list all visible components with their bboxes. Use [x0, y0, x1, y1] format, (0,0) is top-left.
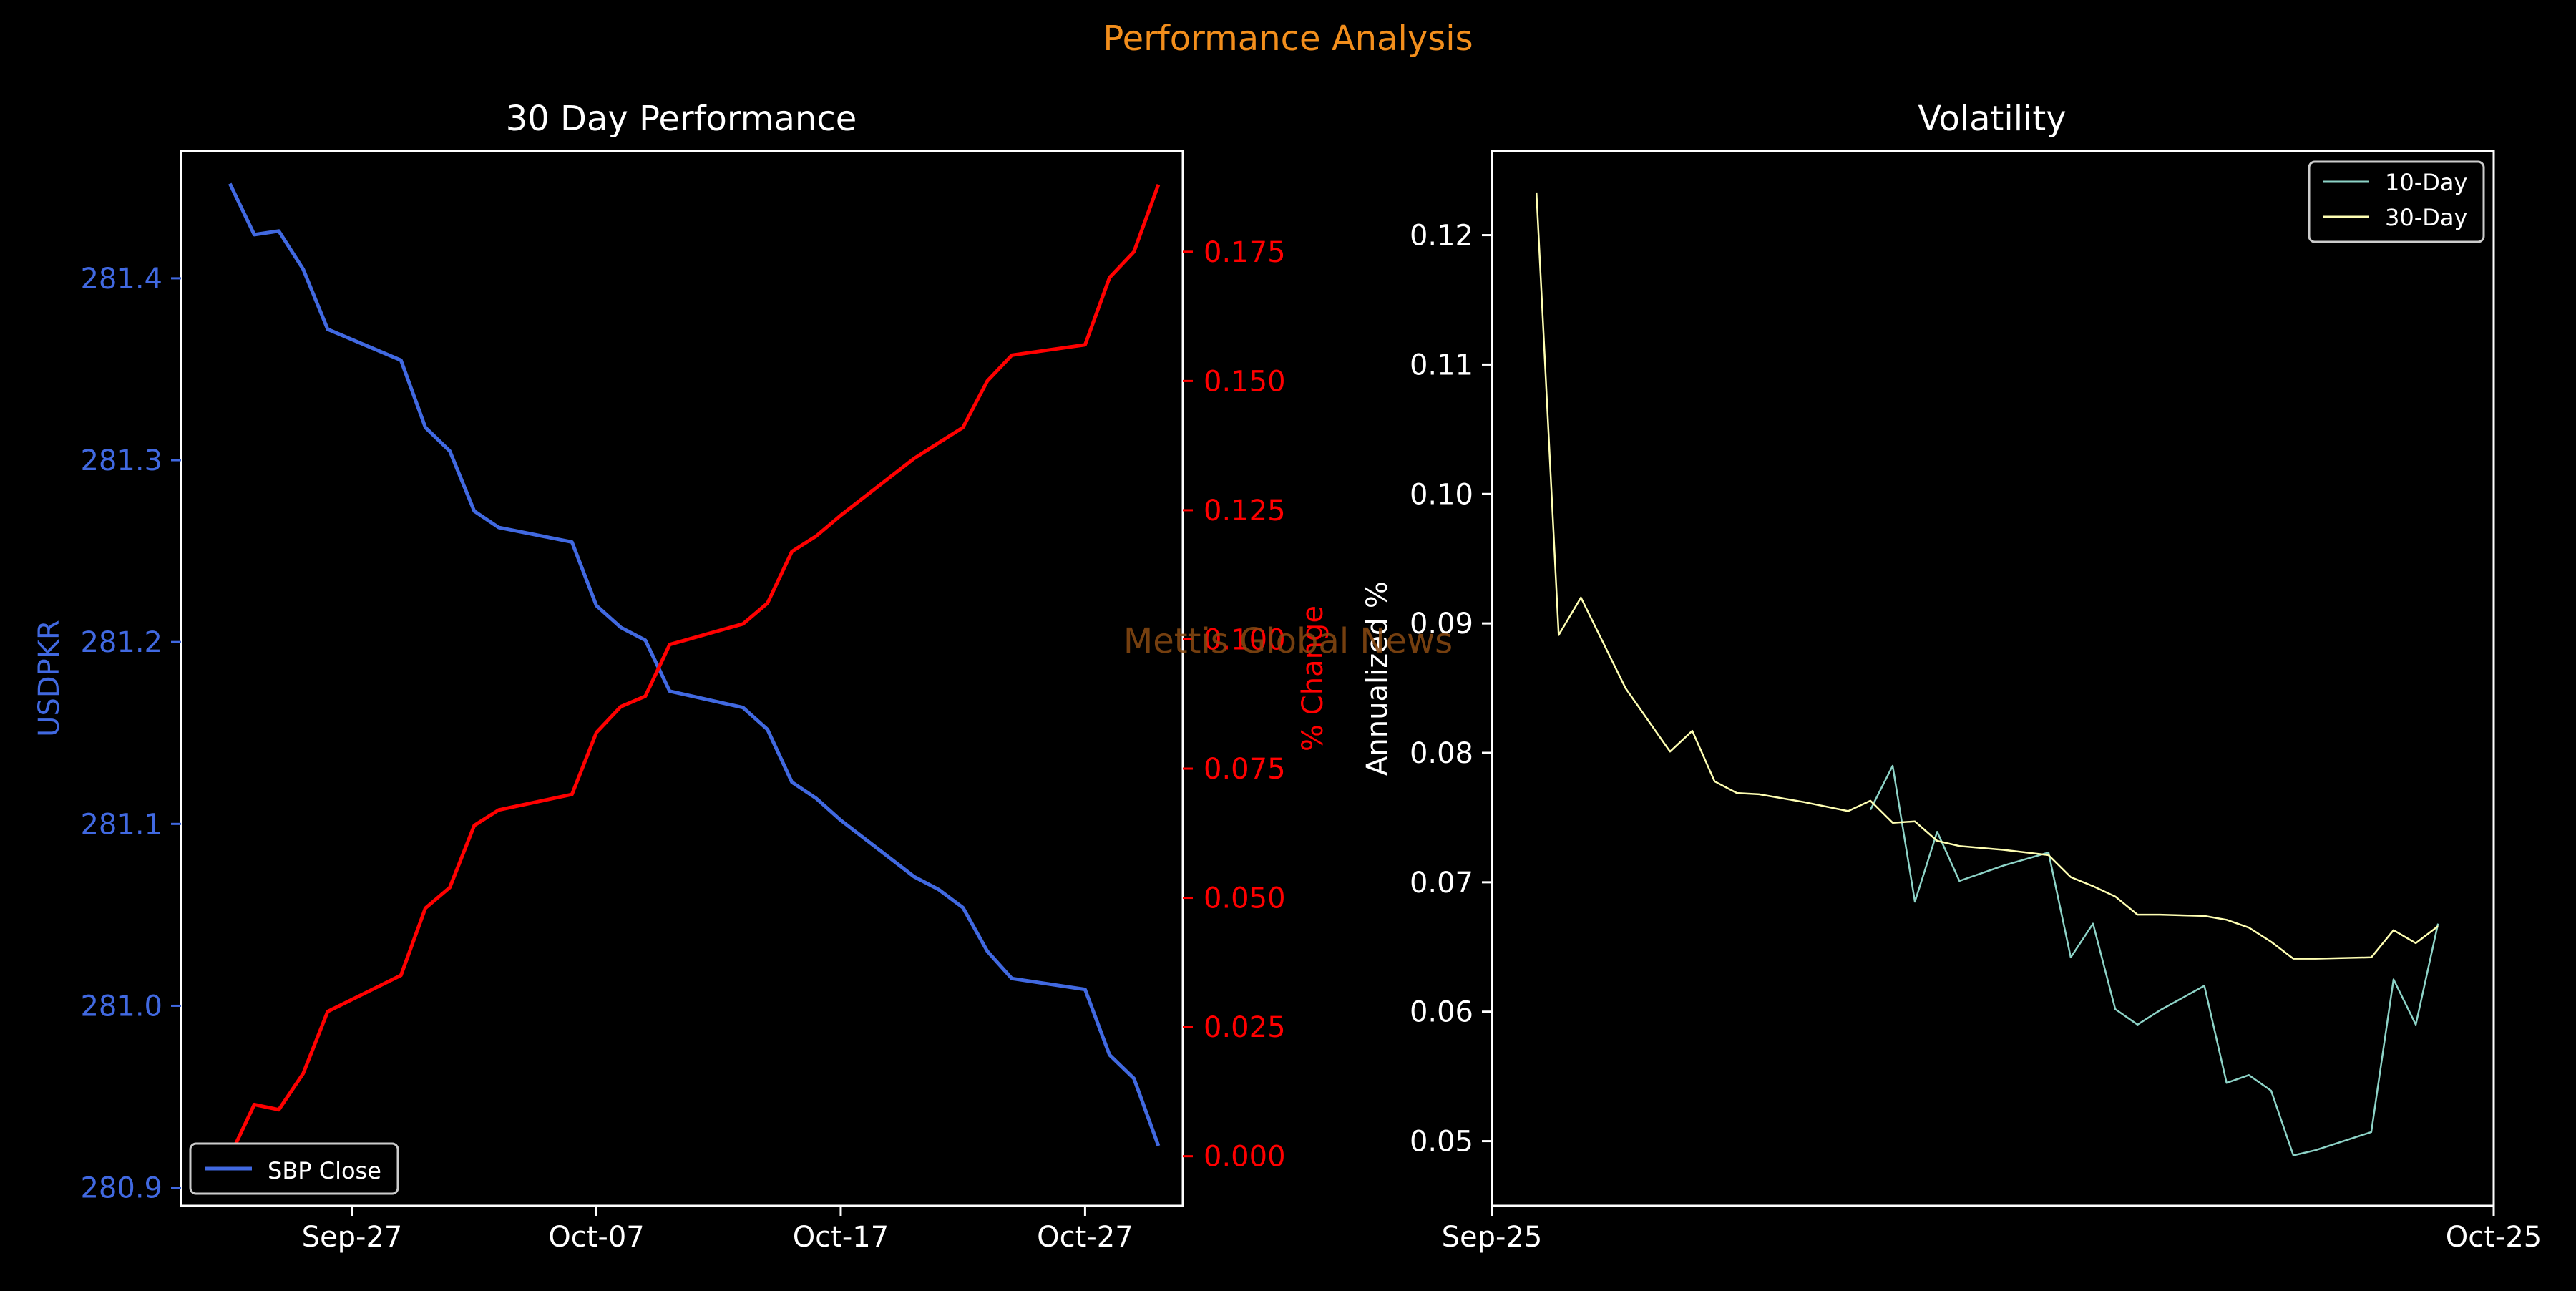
- performance-y2tick-label: 0.125: [1204, 495, 1286, 527]
- performance-y2tick-label: 0.075: [1204, 753, 1286, 786]
- volatility-panel: Volatility Sep-25 Oct-25 0.05 0.06 0.07 0.08 0…: [1361, 99, 2542, 1254]
- figure-suptitle: Performance Analysis: [1103, 19, 1473, 59]
- performance-ytick-label: 281.4: [80, 263, 162, 296]
- performance-legend-box: [189, 1142, 399, 1195]
- performance-xtick-label: Sep-27: [302, 1221, 403, 1254]
- volatility-ytick-label: 0.10: [1410, 478, 1473, 511]
- volatility-ytick-label: 0.06: [1410, 996, 1473, 1029]
- performance-ytick-label: 281.1: [80, 808, 162, 841]
- volatility-ytick-label: 0.05: [1410, 1126, 1473, 1159]
- performance-y2tick-label: 0.050: [1204, 882, 1286, 915]
- vol-10-day-line: [1869, 764, 2439, 1156]
- performance-plot-frame: [180, 150, 1184, 1207]
- volatility-legend: 10-Day 30-Day: [2308, 160, 2485, 243]
- performance-legend: SBP Close: [189, 1142, 399, 1195]
- performance-ytick-label: 281.3: [80, 444, 162, 477]
- performance-xtick-label: Oct-17: [793, 1221, 889, 1254]
- watermark-text: Mettis Global News: [1123, 621, 1453, 661]
- volatility-ytick-label: 0.12: [1410, 220, 1473, 253]
- volatility-title: Volatility: [1918, 99, 2066, 139]
- performance-title: 30 Day Performance: [506, 99, 857, 139]
- legend-label-30-day: 30-Day: [2385, 204, 2467, 231]
- performance-ytick-label: 281.0: [80, 990, 162, 1023]
- volatility-ytick-label: 0.08: [1410, 737, 1473, 770]
- performance-y2tick-label: 0.000: [1204, 1141, 1286, 1174]
- performance-y2tick-label: 0.175: [1204, 236, 1286, 269]
- performance-panel: 30 Day Performance Sep-27 Oct-07 Oct-17 Oct…: [33, 99, 1330, 1254]
- volatility-ytick-label: 0.11: [1410, 349, 1473, 381]
- performance-y2tick-label: 0.100: [1204, 623, 1286, 656]
- performance-y2label: % Change: [1297, 605, 1330, 751]
- performance-ylabel: USDPKR: [33, 620, 66, 737]
- performance-xtick-label: Oct-07: [548, 1221, 645, 1254]
- performance-xtick-label: Oct-27: [1037, 1221, 1133, 1254]
- sbp-close-line: [228, 182, 1161, 1146]
- vol-30-day-line: [1535, 192, 2439, 960]
- volatility-plot-frame: [1491, 150, 2495, 1207]
- performance-ytick-label: 280.9: [80, 1172, 162, 1205]
- volatility-xtick-label: Sep-25: [1442, 1221, 1543, 1254]
- volatility-ylabel: Annualized %: [1361, 581, 1394, 776]
- performance-ytick-label: 281.2: [80, 626, 162, 659]
- volatility-xtick-label: Oct-25: [2446, 1221, 2542, 1254]
- volatility-ytick-label: 0.07: [1410, 867, 1473, 900]
- performance-y2tick-label: 0.025: [1204, 1011, 1286, 1044]
- legend-label-10-day: 10-Day: [2385, 169, 2467, 196]
- pct-change-line: [228, 184, 1161, 1157]
- legend-label-sbp-close: SBP Close: [268, 1157, 381, 1184]
- volatility-ytick-label: 0.09: [1410, 608, 1473, 640]
- performance-y2tick-label: 0.150: [1204, 365, 1286, 398]
